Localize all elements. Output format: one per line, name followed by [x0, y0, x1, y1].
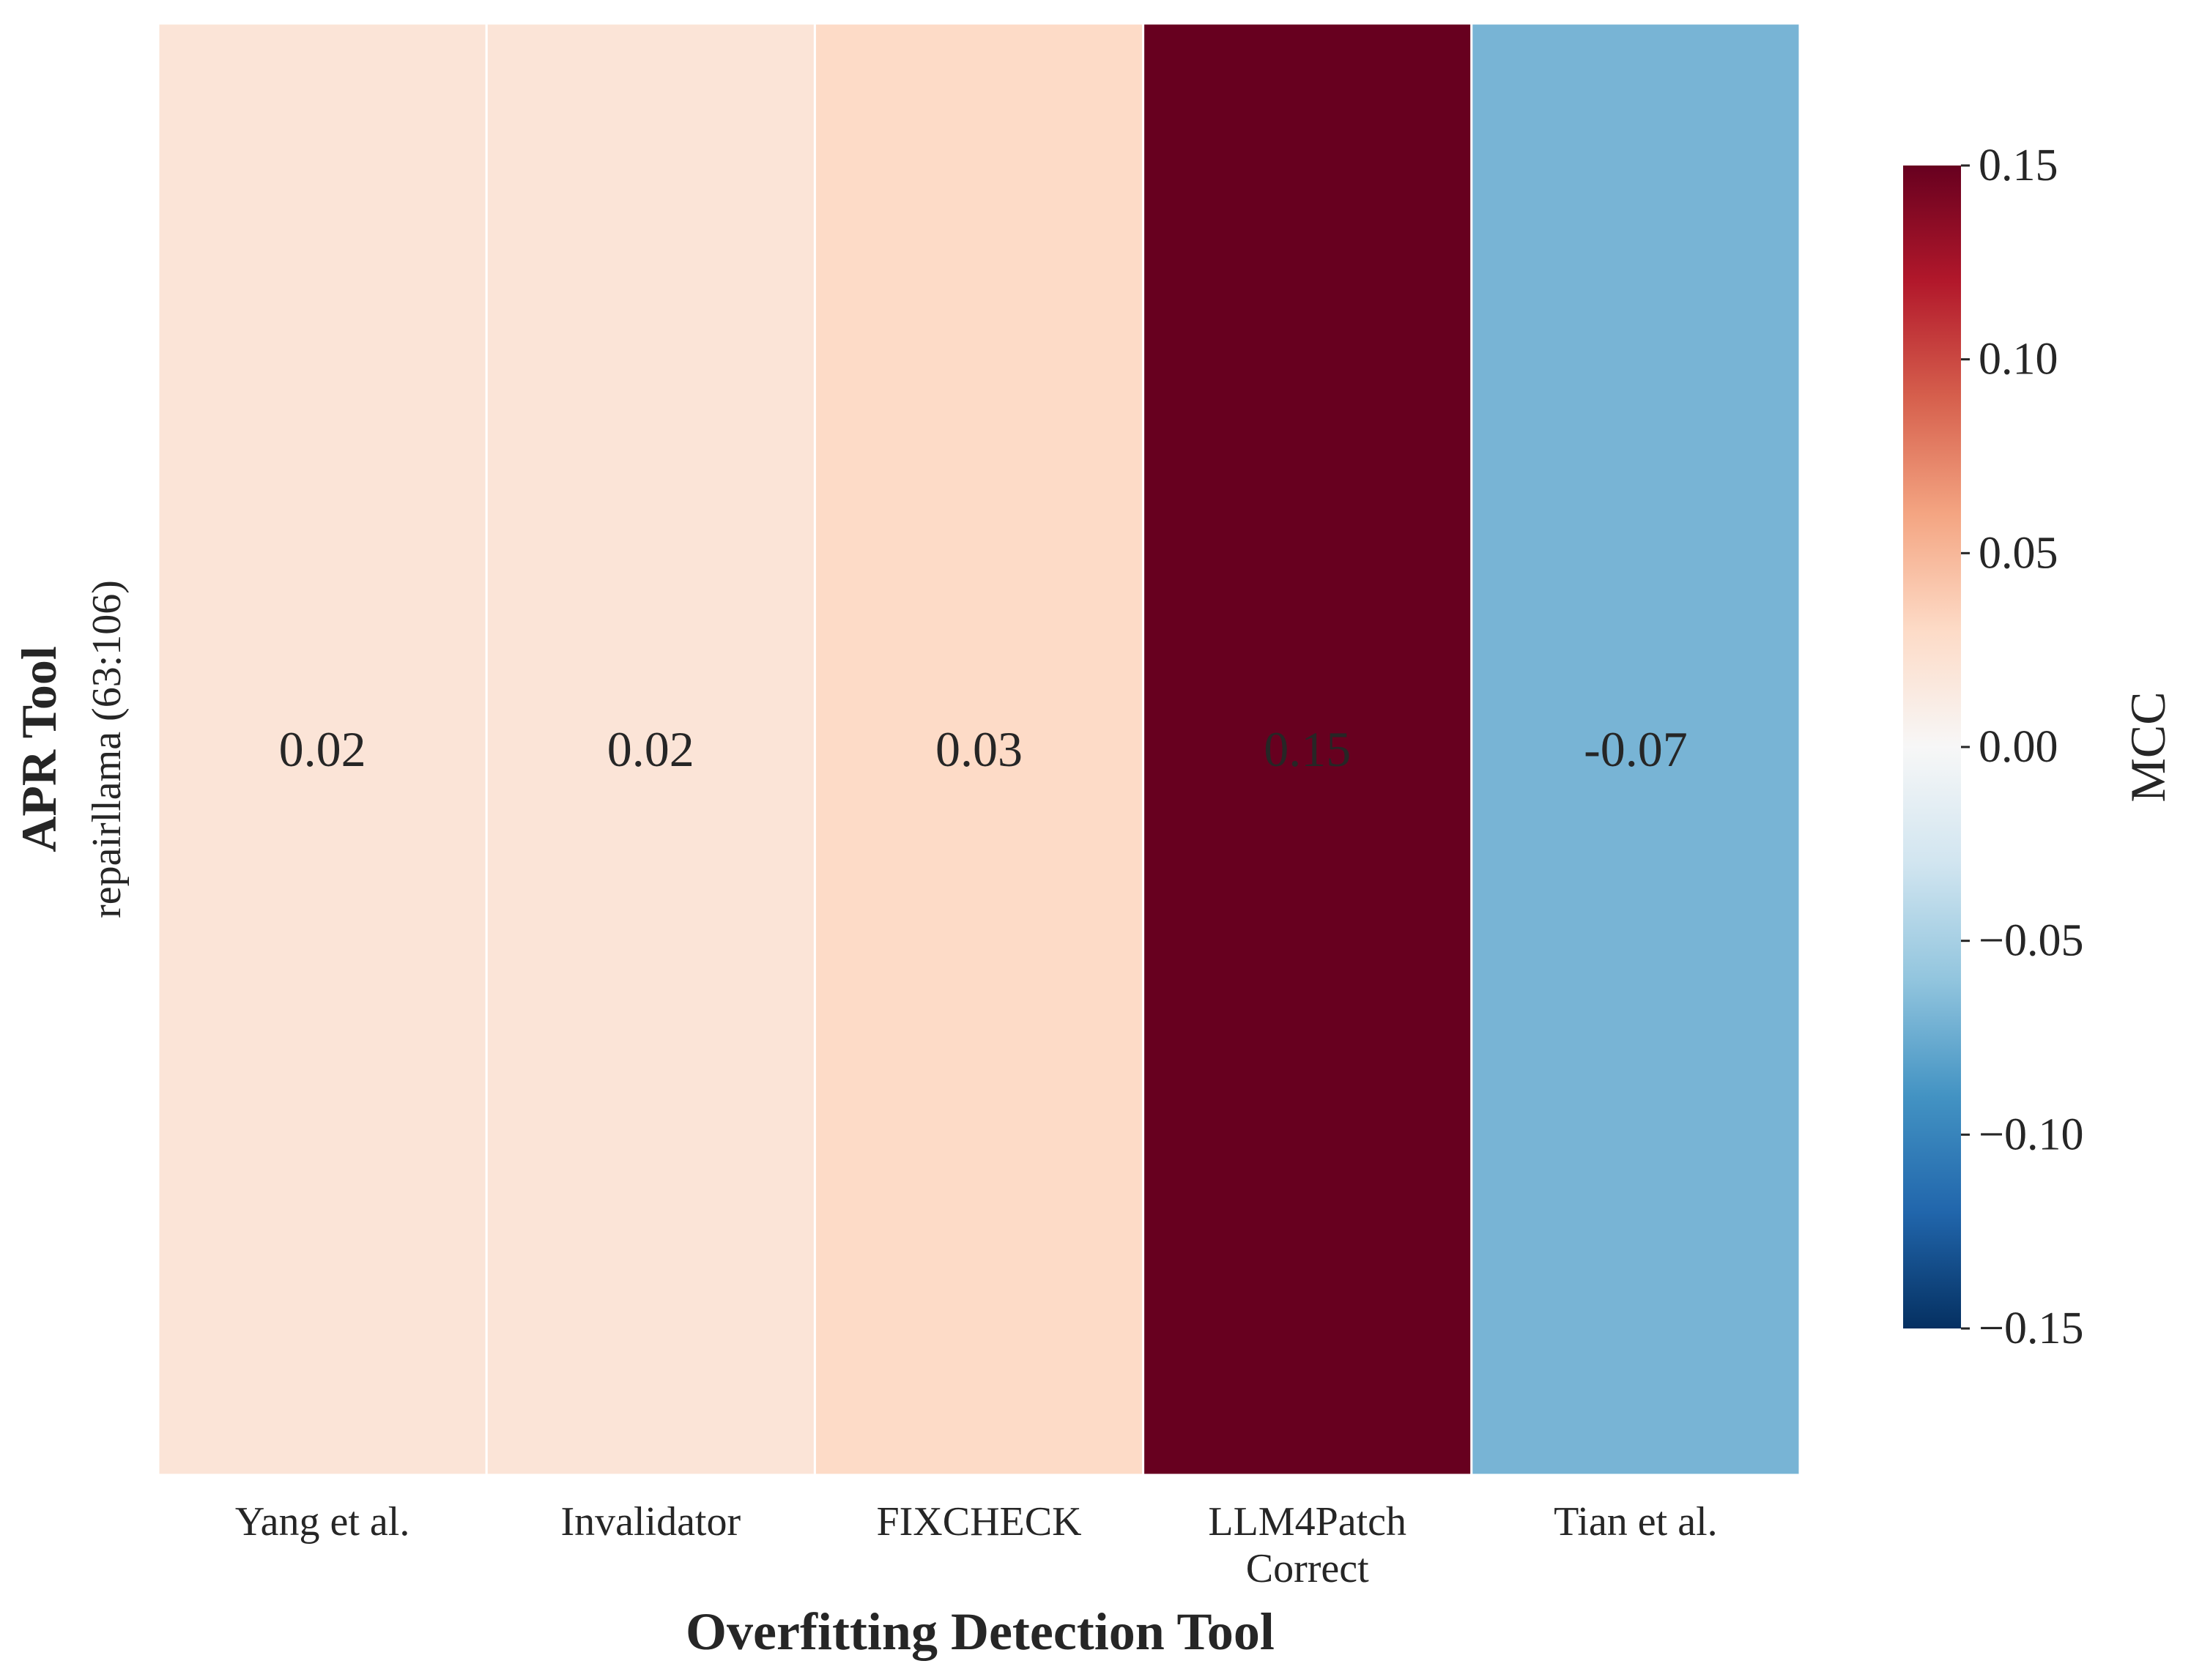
- cell-value-label: 0.15: [1264, 721, 1351, 777]
- heatmap-cell: [1470, 22, 1801, 1476]
- x-tick-label: Tian et al.: [1554, 1499, 1717, 1545]
- heatmap-cell: [813, 22, 1145, 1476]
- cell-value-label: 0.02: [279, 721, 366, 777]
- colorbar-label: MCC: [2120, 691, 2176, 802]
- colorbar-ticks: −0.15 −0.10 −0.05 0.00 0.05 0.10 0.15: [1961, 141, 2083, 1353]
- cell-value-label: 0.03: [935, 721, 1023, 777]
- x-axis-title: Overfitting Detection Tool: [686, 1602, 1275, 1661]
- colorbar-tick-label: 0.05: [1979, 528, 2058, 578]
- colorbar-gradient: [1903, 166, 1961, 1328]
- y-axis-title: APR Tool: [11, 646, 67, 852]
- x-tick-label: Invalidator: [560, 1499, 741, 1545]
- x-tick-labels: Yang et al. Invalidator FIXCHECK LLM4Patch C…: [235, 1499, 1718, 1591]
- colorbar-tick-label: −0.10: [1979, 1110, 2083, 1159]
- x-tick-label: LLM4Patch Correct: [1208, 1499, 1406, 1591]
- heatmap-cell: [157, 22, 488, 1476]
- cell-value-label: -0.07: [1584, 721, 1688, 777]
- colorbar-tick-label: 0.10: [1979, 335, 2058, 384]
- colorbar-tick-label: −0.05: [1979, 916, 2083, 966]
- y-tick-label: repairllama (63:106): [84, 580, 130, 918]
- heatmap-cell: [485, 22, 816, 1476]
- colorbar-tick-label: 0.00: [1979, 722, 2058, 772]
- x-tick-label: Yang et al.: [235, 1499, 410, 1545]
- cell-value-label: 0.02: [607, 721, 694, 777]
- x-tick-label: FIXCHECK: [876, 1499, 1081, 1545]
- heatmap-cell: [1142, 22, 1473, 1476]
- colorbar-tick-label: −0.15: [1979, 1304, 2083, 1353]
- y-tick-labels: repairllama (63:106): [84, 580, 130, 918]
- heatmap-cell-labels: 0.02 0.02 0.03 0.15 -0.07: [279, 721, 1688, 777]
- colorbar: −0.15 −0.10 −0.05 0.00 0.05 0.10 0.15 MCC: [1903, 141, 2176, 1353]
- colorbar-tick-label: 0.15: [1979, 141, 2058, 190]
- heatmap-cells: [157, 22, 1801, 1476]
